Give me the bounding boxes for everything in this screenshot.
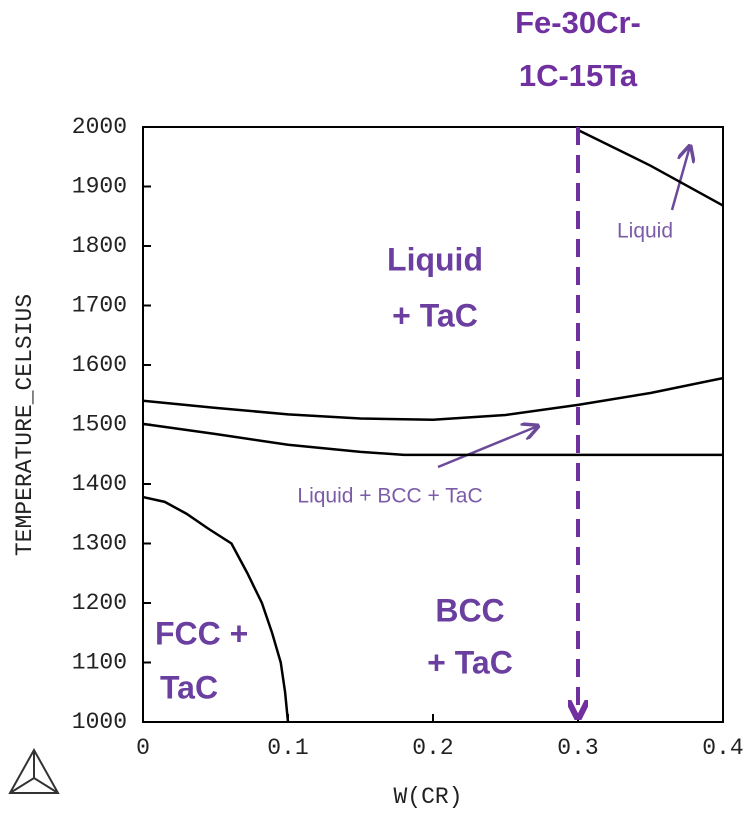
y-tick-label: 1300 (72, 531, 127, 557)
region-label: Liquid (387, 241, 483, 277)
x-axis-title: W(CR) (393, 784, 462, 810)
x-tick-label: 0.3 (557, 735, 598, 761)
logo (8, 747, 60, 794)
composition-label: Fe-30Cr- (515, 5, 641, 40)
region-label: FCC + (155, 615, 248, 651)
arrow (437, 426, 538, 469)
composition-label: 1C-15Ta (519, 58, 638, 93)
region-label: BCC (435, 592, 504, 628)
y-tick-label: 1100 (72, 650, 127, 676)
phase-boundary (142, 495, 290, 723)
y-tick-label: 2000 (72, 114, 127, 140)
y-tick-label: 1400 (72, 471, 127, 497)
y-tick-label: 1000 (72, 709, 127, 735)
phase-boundary (142, 376, 724, 421)
x-tick-label: 0 (136, 735, 150, 761)
y-tick-label: 1700 (72, 293, 127, 319)
phase-boundary (577, 128, 724, 207)
region-label: + TaC (392, 297, 478, 333)
y-tick-label: 1800 (72, 233, 127, 259)
region-label: TaC (160, 669, 218, 705)
annotation: Liquid + BCC + TaC (297, 485, 482, 508)
y-tick-label: 1900 (72, 174, 127, 200)
arrow (670, 146, 690, 211)
region-label: + TaC (427, 644, 513, 680)
x-tick-label: 0.4 (702, 735, 743, 761)
y-tick-label: 1600 (72, 352, 127, 378)
y-tick-label: 1500 (72, 412, 127, 438)
phase-boundary (142, 422, 723, 457)
annotation: Liquid (617, 220, 673, 243)
x-tick-label: 0.2 (412, 735, 453, 761)
y-tick-label: 1200 (72, 590, 127, 616)
x-tick-label: 0.1 (267, 735, 308, 761)
y-axis-title: TEMPERATURE_CELSIUS (12, 294, 38, 556)
